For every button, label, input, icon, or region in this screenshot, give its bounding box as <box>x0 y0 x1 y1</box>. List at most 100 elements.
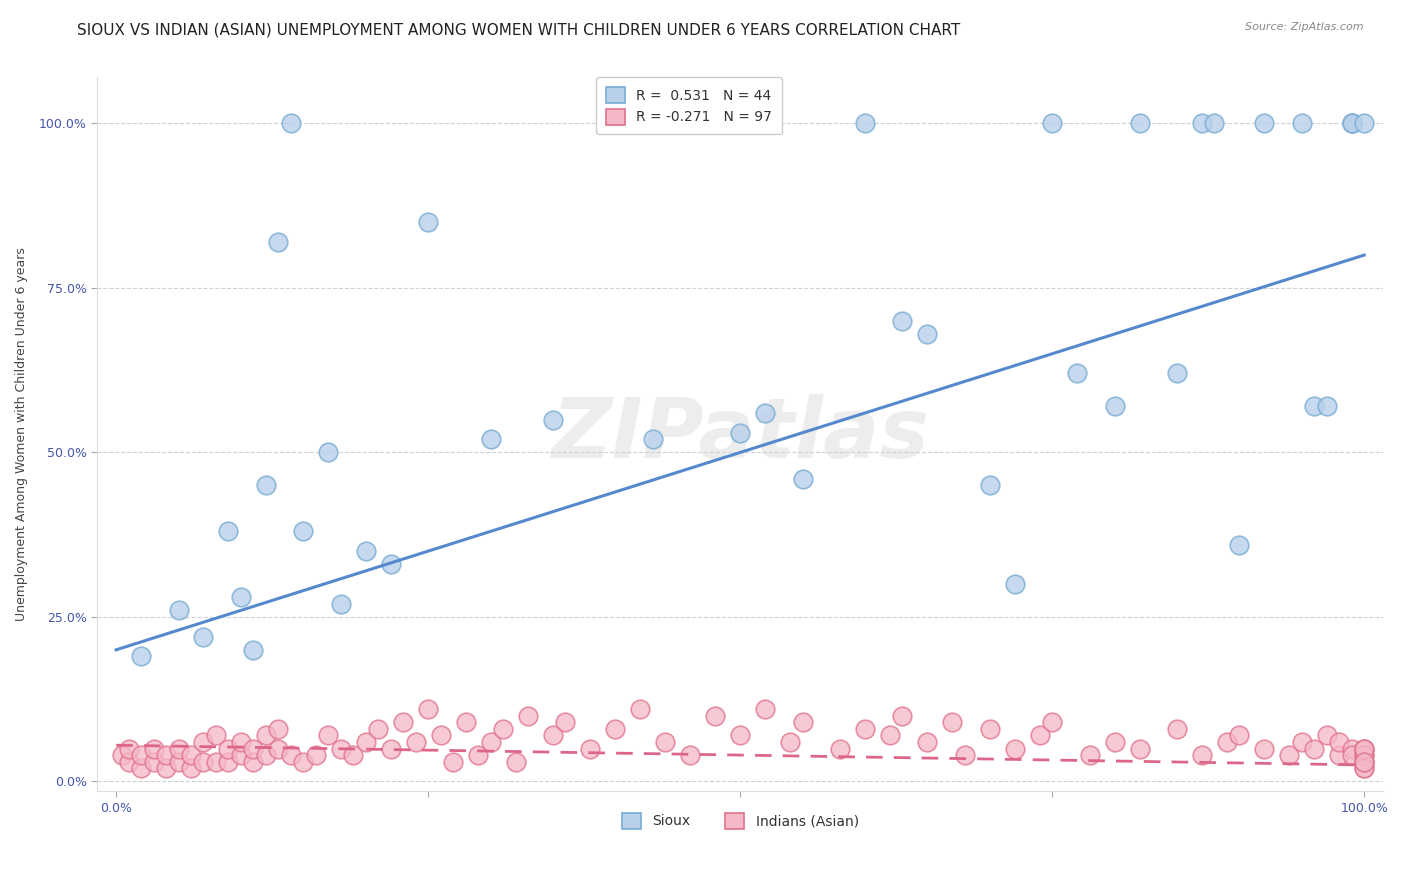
Point <box>1028 728 1050 742</box>
Point <box>605 116 627 130</box>
Point <box>254 478 277 492</box>
Point <box>917 735 939 749</box>
Point <box>441 755 464 769</box>
Legend: Sioux, Indians (Asian): Sioux, Indians (Asian) <box>616 807 865 834</box>
Point <box>792 715 814 730</box>
Point <box>254 728 277 742</box>
Point <box>1166 367 1188 381</box>
Point <box>117 741 139 756</box>
Point <box>193 755 215 769</box>
Point <box>429 728 451 742</box>
Point <box>229 590 252 604</box>
Point <box>1004 741 1026 756</box>
Text: Source: ZipAtlas.com: Source: ZipAtlas.com <box>1246 22 1364 32</box>
Point <box>654 735 676 749</box>
Point <box>1303 400 1326 414</box>
Point <box>1353 755 1375 769</box>
Point <box>142 741 165 756</box>
Point <box>254 748 277 763</box>
Point <box>1353 116 1375 130</box>
Point <box>505 755 527 769</box>
Point <box>418 215 440 229</box>
Point <box>641 432 664 446</box>
Point <box>342 748 364 763</box>
Point <box>1229 537 1251 551</box>
Point <box>1104 400 1126 414</box>
Point <box>941 715 963 730</box>
Point <box>217 741 239 756</box>
Point <box>242 741 264 756</box>
Point <box>217 755 239 769</box>
Point <box>280 748 302 763</box>
Point <box>1353 761 1375 775</box>
Point <box>1128 741 1150 756</box>
Point <box>728 425 751 440</box>
Point <box>292 755 315 769</box>
Point <box>392 715 415 730</box>
Y-axis label: Unemployment Among Women with Children Under 6 years: Unemployment Among Women with Children U… <box>15 247 28 622</box>
Point <box>1004 577 1026 591</box>
Point <box>354 735 377 749</box>
Point <box>267 722 290 736</box>
Point <box>1353 755 1375 769</box>
Point <box>1340 116 1362 130</box>
Point <box>142 755 165 769</box>
Point <box>1040 715 1063 730</box>
Point <box>316 445 339 459</box>
Point <box>117 755 139 769</box>
Point <box>1340 116 1362 130</box>
Point <box>1340 741 1362 756</box>
Point <box>517 708 540 723</box>
Point <box>217 524 239 539</box>
Point <box>754 702 776 716</box>
Point <box>792 472 814 486</box>
Point <box>828 741 851 756</box>
Point <box>229 748 252 763</box>
Point <box>1191 116 1213 130</box>
Point <box>1291 735 1313 749</box>
Point <box>554 715 576 730</box>
Point <box>1291 116 1313 130</box>
Point <box>1329 748 1351 763</box>
Point <box>1353 755 1375 769</box>
Point <box>1216 735 1239 749</box>
Point <box>418 702 440 716</box>
Point <box>155 748 177 763</box>
Point <box>979 478 1001 492</box>
Point <box>1278 748 1301 763</box>
Point <box>111 748 134 763</box>
Point <box>193 735 215 749</box>
Point <box>316 728 339 742</box>
Point <box>242 755 264 769</box>
Point <box>541 728 564 742</box>
Point <box>1204 116 1226 130</box>
Text: ZIPatlas: ZIPatlas <box>551 394 929 475</box>
Point <box>305 748 328 763</box>
Point <box>1353 761 1375 775</box>
Point <box>129 649 152 664</box>
Point <box>1066 367 1088 381</box>
Point <box>1353 741 1375 756</box>
Point <box>242 642 264 657</box>
Point <box>454 715 477 730</box>
Point <box>292 524 315 539</box>
Point <box>167 755 190 769</box>
Point <box>167 741 190 756</box>
Point <box>205 755 228 769</box>
Point <box>1104 735 1126 749</box>
Point <box>579 741 602 756</box>
Point <box>329 741 352 756</box>
Point <box>1040 116 1063 130</box>
Point <box>1353 755 1375 769</box>
Point <box>1128 116 1150 130</box>
Point <box>853 722 876 736</box>
Point <box>479 432 502 446</box>
Point <box>1078 748 1101 763</box>
Point <box>1229 728 1251 742</box>
Point <box>1340 748 1362 763</box>
Point <box>267 741 290 756</box>
Point <box>405 735 427 749</box>
Point <box>167 603 190 617</box>
Point <box>704 708 727 723</box>
Point <box>728 728 751 742</box>
